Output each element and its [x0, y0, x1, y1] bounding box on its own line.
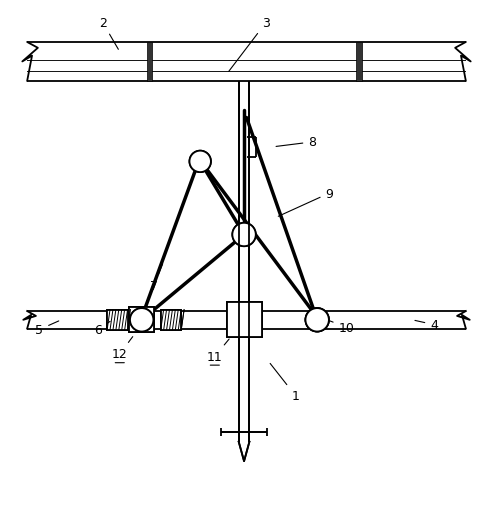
- Text: 4: 4: [415, 319, 438, 331]
- Circle shape: [189, 151, 211, 173]
- Text: 5: 5: [35, 321, 59, 336]
- Text: 3: 3: [229, 17, 270, 72]
- Circle shape: [306, 308, 329, 332]
- Circle shape: [232, 223, 256, 247]
- Circle shape: [306, 308, 329, 332]
- Bar: [146, 43, 152, 82]
- Text: 11: 11: [207, 340, 229, 363]
- Bar: [107, 310, 128, 330]
- Bar: [129, 307, 154, 333]
- Text: 9: 9: [278, 187, 333, 217]
- Text: 10: 10: [329, 321, 354, 334]
- Bar: [129, 307, 154, 333]
- Circle shape: [189, 151, 211, 173]
- Bar: [107, 310, 128, 330]
- Circle shape: [130, 308, 153, 332]
- Bar: [356, 43, 362, 82]
- Text: 1: 1: [270, 364, 299, 402]
- Bar: [226, 303, 262, 337]
- Circle shape: [232, 223, 256, 247]
- Circle shape: [306, 308, 329, 332]
- Circle shape: [130, 308, 153, 332]
- Bar: [161, 310, 181, 330]
- Text: 8: 8: [276, 136, 317, 149]
- Bar: [226, 303, 262, 337]
- Text: 7: 7: [150, 264, 163, 293]
- Bar: [27, 62, 466, 72]
- Bar: [161, 310, 181, 330]
- Text: 6: 6: [94, 322, 110, 336]
- Circle shape: [130, 308, 153, 332]
- Text: 12: 12: [112, 337, 133, 361]
- Text: 2: 2: [99, 17, 118, 50]
